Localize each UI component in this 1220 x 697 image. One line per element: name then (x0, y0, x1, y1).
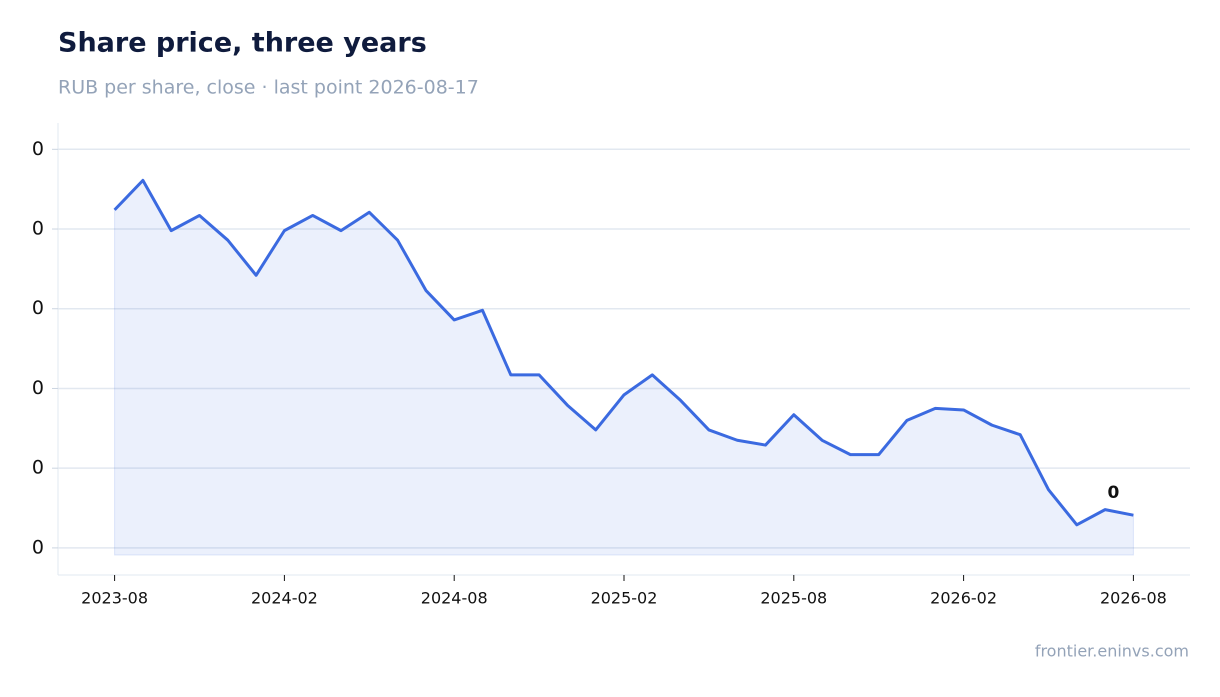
y-tick-label: 0 (32, 536, 44, 558)
x-tick-label: 2023-08 (81, 589, 148, 608)
price-line (113, 178, 1134, 527)
y-tick-label: 0 (32, 218, 44, 240)
x-tick-label: 2026-08 (1100, 589, 1167, 608)
x-tick-label: 2024-08 (421, 589, 488, 608)
y-tick-label: 0 (32, 457, 44, 479)
x-tick-label: 2024-02 (251, 589, 318, 608)
y-tick-label: 0 (32, 297, 44, 319)
annotation: 0 (1107, 483, 1119, 503)
chart-subtitle: RUB per share, close · last point 2026-0… (58, 77, 479, 99)
x-tick-label: 2025-08 (760, 589, 827, 608)
y-tick-label: 0 (32, 138, 44, 160)
source: frontier.eninvs.com (1035, 642, 1189, 661)
y-tick-label: 0 (32, 377, 44, 399)
x-tick-label: 2026-02 (930, 589, 997, 608)
area (114, 179, 1134, 556)
x-tick-label: 2025-02 (591, 589, 658, 608)
chart-title: Share price, three years (58, 28, 427, 59)
